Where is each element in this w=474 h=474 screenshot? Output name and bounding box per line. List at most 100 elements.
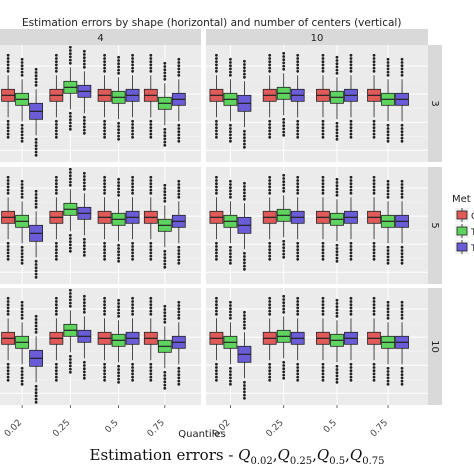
outlier-point xyxy=(149,369,153,373)
outlier-point xyxy=(163,265,167,269)
outlier-point xyxy=(268,135,272,139)
outlier-point xyxy=(372,303,376,307)
outlier-point xyxy=(386,73,390,77)
outlier-point xyxy=(54,132,58,136)
outlier-point xyxy=(400,376,404,380)
outlier-point xyxy=(400,61,404,64)
outlier-point xyxy=(20,307,24,311)
facet-strip-row-label: 5 xyxy=(429,222,440,228)
outlier-point xyxy=(34,327,38,331)
outlier-point xyxy=(268,378,272,382)
outlier-point xyxy=(103,123,106,126)
outlier-point xyxy=(177,70,181,74)
outlier-point xyxy=(282,186,286,190)
outlier-point xyxy=(20,313,24,317)
outlier-point xyxy=(215,119,218,123)
outlier-point xyxy=(34,153,38,157)
outlier-point xyxy=(282,252,286,256)
outlier-point xyxy=(386,130,390,134)
outlier-point xyxy=(215,179,218,182)
x-tick-label: 0.25 xyxy=(51,418,72,439)
outlier-point xyxy=(268,300,272,303)
outlier-point xyxy=(20,130,24,134)
outlier-point xyxy=(149,251,153,255)
outlier-point xyxy=(349,126,353,130)
outlier-point xyxy=(131,188,134,192)
outlier-point xyxy=(229,67,232,71)
outlier-point xyxy=(215,375,218,379)
outlier-point xyxy=(243,314,246,317)
outlier-point xyxy=(82,364,86,367)
outlier-point xyxy=(163,253,167,256)
outlier-point xyxy=(296,119,300,123)
outlier-point xyxy=(321,378,325,382)
outlier-point xyxy=(6,241,10,245)
outlier-point xyxy=(131,66,134,70)
outlier-point xyxy=(54,126,58,130)
outlier-point xyxy=(229,252,232,256)
facet-strip-col-label: 4 xyxy=(97,33,103,44)
outlier-point xyxy=(215,306,218,310)
outlier-point xyxy=(131,257,134,261)
outlier-point xyxy=(349,69,353,73)
outlier-point xyxy=(229,245,232,249)
outlier-point xyxy=(321,254,325,258)
outlier-point xyxy=(117,259,120,263)
outlier-point xyxy=(282,255,286,259)
outlier-point xyxy=(372,362,376,366)
outlier-point xyxy=(335,371,339,375)
outlier-point xyxy=(149,175,153,179)
outlier-point xyxy=(400,189,404,193)
outlier-point xyxy=(229,379,232,383)
outlier-point xyxy=(131,129,134,133)
outlier-point xyxy=(349,372,353,376)
outlier-point xyxy=(386,307,390,311)
outlier-point xyxy=(163,74,167,78)
outlier-point xyxy=(103,241,106,245)
outlier-point xyxy=(20,261,24,265)
outlier-point xyxy=(372,66,376,70)
outlier-point xyxy=(386,133,390,137)
outlier-point xyxy=(34,263,38,266)
outlier-point xyxy=(20,382,24,386)
outlier-point xyxy=(6,185,10,189)
outlier-point xyxy=(229,304,232,307)
outlier-point xyxy=(372,126,376,130)
outlier-point xyxy=(243,66,246,70)
outlier-point xyxy=(282,243,286,246)
outlier-point xyxy=(68,240,72,244)
outlier-point xyxy=(400,310,404,314)
outlier-point xyxy=(386,192,390,196)
outlier-point xyxy=(163,259,167,263)
outlier-point xyxy=(20,316,24,320)
outlier-point xyxy=(177,373,181,377)
outlier-point xyxy=(296,123,300,126)
outlier-point xyxy=(177,57,181,61)
outlier-point xyxy=(103,312,106,316)
outlier-point xyxy=(215,378,218,382)
outlier-point xyxy=(335,134,339,138)
outlier-point xyxy=(282,307,286,311)
outlier-point xyxy=(177,366,181,370)
outlier-point xyxy=(177,379,181,383)
outlier-point xyxy=(149,241,153,245)
outlier-point xyxy=(6,372,10,376)
outlier-point xyxy=(163,61,167,65)
outlier-point xyxy=(243,63,246,66)
outlier-point xyxy=(68,177,72,181)
outlier-point xyxy=(321,126,325,130)
outlier-point xyxy=(268,53,272,57)
outlier-point xyxy=(243,194,246,198)
outlier-point xyxy=(335,190,339,194)
outlier-point xyxy=(386,379,390,383)
outlier-point xyxy=(6,257,10,261)
outlier-point xyxy=(349,248,353,252)
outlier-point xyxy=(54,179,58,182)
outlier-point xyxy=(177,195,181,199)
outlier-point xyxy=(82,171,86,175)
outlier-point xyxy=(54,241,58,245)
outlier-point xyxy=(400,67,404,71)
outlier-point xyxy=(282,301,286,305)
outlier-point xyxy=(296,254,300,258)
facet-panel xyxy=(206,167,428,284)
